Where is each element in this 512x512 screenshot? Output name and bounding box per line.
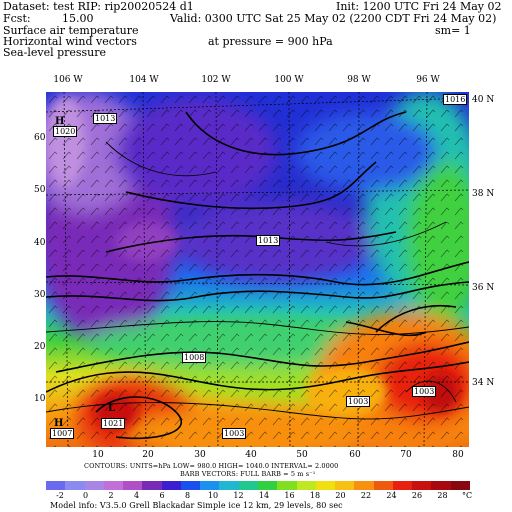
- field-temperature: Surface air temperature: [3, 24, 139, 37]
- lon-label: 106 W: [53, 75, 83, 85]
- colorbar-tick-label: 24: [386, 491, 397, 500]
- valid-time: Valid: 0300 UTC Sat 25 May 02 (2200 CDT …: [170, 12, 497, 25]
- high-pressure-marker-2: H: [54, 418, 64, 429]
- slp-high-value-2: 1007: [50, 428, 75, 439]
- x-tick-label: 70: [400, 450, 412, 460]
- isobar-label: 1008: [182, 352, 207, 363]
- colorbar-tick-label: 14: [258, 491, 270, 500]
- x-tick-label: 40: [245, 450, 257, 460]
- colorbar-swatch: [373, 481, 394, 490]
- lat-label: 40 N: [472, 95, 495, 105]
- temperature-map: [46, 92, 469, 447]
- colorbar-swatch: [335, 481, 355, 490]
- slp-high-value: 1020: [53, 126, 78, 137]
- colorbar-tick-label: 8: [184, 491, 191, 500]
- colorbar-swatch: [65, 481, 86, 490]
- colorbar-swatch: [142, 481, 163, 490]
- isobar-label: 1003: [412, 386, 437, 397]
- colorbar-swatch: [238, 481, 259, 490]
- colorbar-tick-label: 28: [437, 491, 448, 500]
- colorbar-tick-label: -2: [56, 491, 64, 500]
- colorbar-tick-label: 10: [207, 491, 219, 500]
- dataset-label: Dataset: test RIP: rip20020524 d1: [3, 0, 194, 13]
- colorbar-swatch: [258, 481, 278, 490]
- isobar-label: 1016: [443, 94, 468, 105]
- colorbar-swatch: [296, 481, 317, 490]
- lat-label: 34 N: [472, 378, 495, 388]
- colorbar-tick-label: 12: [233, 491, 244, 500]
- contour-info: CONTOURS: UNITS=hPa LOW= 980.0 HIGH= 104…: [84, 462, 339, 470]
- lat-label: 36 N: [472, 283, 495, 293]
- isobar-label: 1013: [256, 235, 281, 246]
- colorbar-tick-label: 4: [133, 491, 140, 500]
- colorbar-swatch: [161, 481, 182, 490]
- lon-label: 102 W: [201, 75, 231, 85]
- forecast-hour: 15.00: [62, 12, 94, 25]
- colorbar-swatch: [277, 481, 298, 490]
- colorbar-swatch: [219, 481, 240, 490]
- colorbar-tick-label: 22: [360, 491, 372, 500]
- colorbar-tick-label: 16: [284, 491, 295, 500]
- colorbar-swatch: [431, 481, 452, 490]
- colorbar-swatch: [123, 481, 143, 490]
- x-tick-label: 60: [349, 450, 361, 460]
- colorbar-swatch: [46, 481, 66, 490]
- lon-label: 104 W: [129, 75, 159, 85]
- model-info: Model info: V3.5.0 Grell Blackadar Simpl…: [50, 501, 343, 510]
- y-tick-label: 10: [34, 394, 46, 404]
- slp-low-value: 1021: [101, 418, 126, 429]
- isobar-label: 1013: [93, 113, 118, 124]
- y-tick-label: 50: [34, 185, 46, 195]
- pressure-level: at pressure = 900 hPa: [208, 35, 333, 48]
- colorbar-swatch: [315, 481, 336, 490]
- colorbar-tick-label: 18: [309, 491, 321, 500]
- colorbar-swatch: [200, 481, 220, 490]
- high-pressure-marker: H: [55, 116, 65, 127]
- isobar-label: 1003: [222, 428, 247, 439]
- x-tick-label: 50: [296, 450, 308, 460]
- colorbar-swatch: [84, 481, 105, 490]
- x-tick-label: 20: [142, 450, 154, 460]
- colorbar-swatch: [180, 481, 201, 490]
- y-tick-label: 20: [34, 342, 46, 352]
- low-pressure-marker: L: [108, 403, 116, 414]
- lon-label: 96 W: [416, 75, 440, 85]
- x-tick-label: 30: [194, 450, 206, 460]
- colorbar-unit: °C: [461, 491, 473, 500]
- colorbar-tick-label: 0: [82, 491, 89, 500]
- y-tick-label: 60: [34, 133, 46, 143]
- colorbar-tick-label: 20: [335, 491, 346, 500]
- smoothing-label: sm= 1: [435, 24, 471, 37]
- x-tick-label: 80: [452, 450, 464, 460]
- forecast-label: Fcst:: [3, 12, 31, 25]
- field-slp: Sea-level pressure: [3, 46, 107, 59]
- colorbar-tick-label: 26: [411, 491, 423, 500]
- field-wind: Horizontal wind vectors: [3, 35, 137, 48]
- init-time: Init: 1200 UTC Fri 24 May 02: [336, 0, 502, 13]
- colorbar-swatch: [103, 481, 124, 490]
- colorbar-tick-label: 6: [159, 491, 165, 500]
- colorbar-swatch: [354, 481, 375, 490]
- temperature-colorbar: [46, 481, 471, 490]
- colorbar-swatch: [412, 481, 432, 490]
- colorbar-tick-label: 2: [108, 491, 114, 500]
- lon-label: 98 W: [347, 75, 371, 85]
- y-tick-label: 30: [34, 290, 46, 300]
- isobar-label: 1003: [346, 396, 371, 407]
- lon-label: 100 W: [274, 75, 304, 85]
- x-tick-label: 10: [92, 450, 104, 460]
- colorbar-swatch: [450, 481, 471, 490]
- colorbar-swatch: [392, 481, 413, 490]
- lat-label: 38 N: [472, 189, 495, 199]
- barb-info: BARB VECTORS: FULL BARB = 5 m s⁻¹: [180, 470, 316, 478]
- y-tick-label: 40: [34, 238, 46, 248]
